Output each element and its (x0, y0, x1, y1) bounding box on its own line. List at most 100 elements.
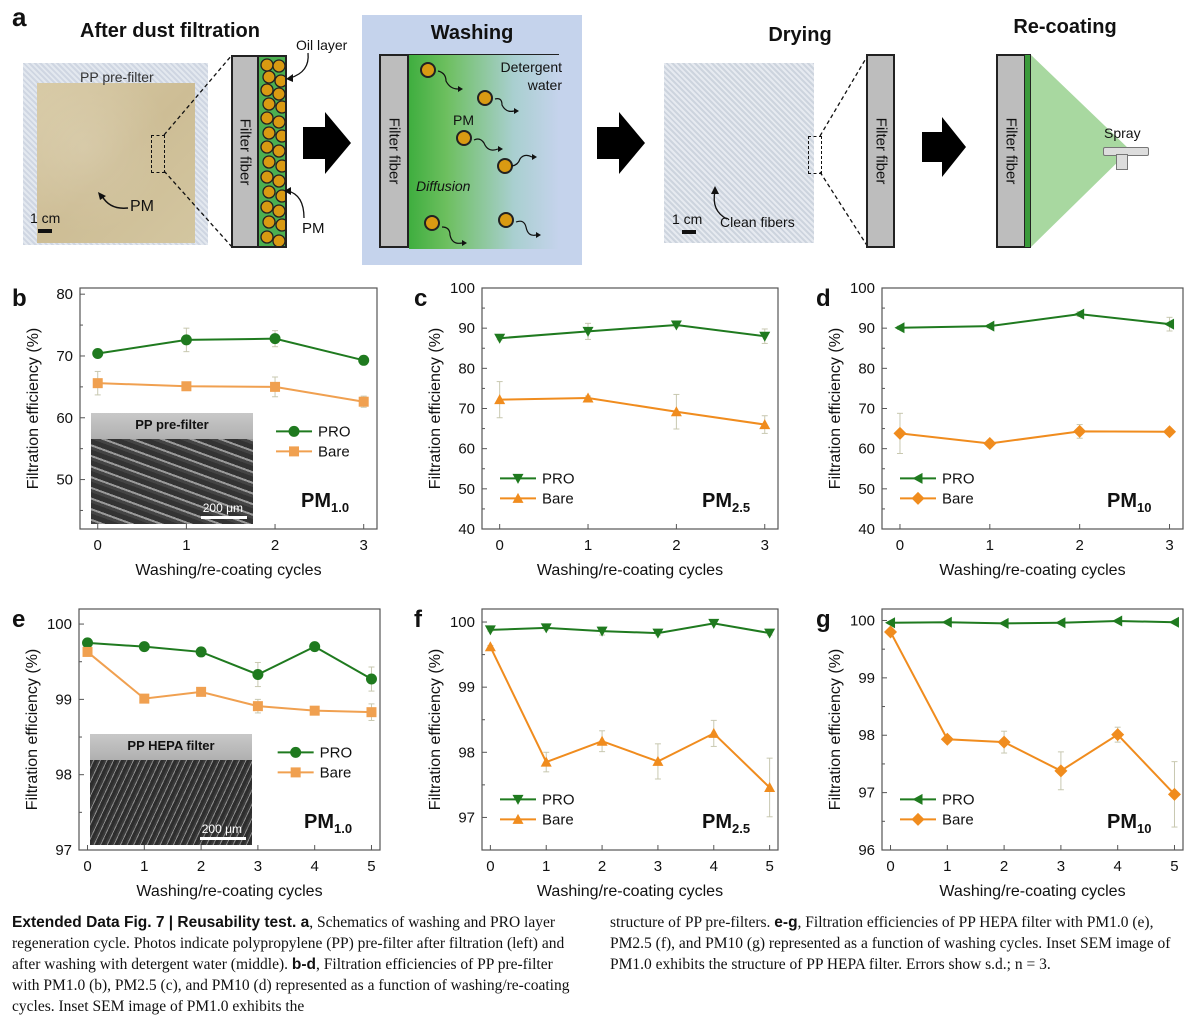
x-tick-label: 0 (886, 858, 894, 875)
legend-label-pro: PRO (320, 744, 353, 761)
data-point (1111, 728, 1125, 742)
legend-marker (512, 813, 524, 824)
data-point (670, 406, 682, 417)
pm-callout-arrow-icon (284, 187, 305, 219)
filter-fiber-3: Filter fiber (866, 54, 895, 248)
plot-frame-f (481, 608, 779, 851)
y-tick-label: 50 (458, 481, 475, 498)
caption-right: structure of PP pre-filters. e-g, Filtra… (610, 912, 1185, 975)
data-point (252, 669, 264, 681)
data-point (540, 623, 552, 634)
data-point (180, 334, 192, 346)
x-tick-label: 1 (986, 537, 994, 554)
data-point (884, 625, 898, 639)
x-tick-label: 5 (1170, 858, 1178, 875)
data-point (894, 322, 905, 334)
x-tick-label: 0 (94, 537, 102, 554)
chart-c: c 40 50 60 70 80 90 100 0 1 2 3 Washing/re-coating c… (414, 280, 779, 579)
x-axis-label: Washing/re-coating cycles (537, 883, 723, 900)
pm-particles-stack (260, 58, 285, 246)
legend: PRO Bare (277, 744, 353, 781)
caption-text: , Schematics of washing and PRO layer re… (12, 914, 565, 973)
y-axis-label: Filtration efficiency (%) (827, 328, 844, 490)
process-arrow-1-icon (303, 112, 351, 174)
y-tick-label: 90 (858, 320, 875, 337)
y-tick-label: 60 (458, 441, 475, 458)
pm-label-main: PM (1107, 811, 1137, 833)
y-tick-label: 99 (458, 679, 475, 696)
pm-label-main: PM (304, 811, 334, 833)
caption-bold: b-d (291, 956, 317, 973)
caption-bold: e-g (774, 914, 798, 931)
x-tick-label: 3 (761, 537, 769, 554)
data-point (983, 436, 997, 450)
x-tick-label: 4 (1114, 858, 1122, 875)
data-point (484, 641, 496, 652)
series-line (499, 397, 765, 426)
data-point (759, 331, 771, 342)
data-point (1112, 615, 1123, 627)
series-line (899, 430, 1170, 445)
pm-particle (456, 130, 472, 146)
data-point (596, 735, 608, 746)
legend-marker (290, 767, 301, 778)
data-point (984, 320, 995, 332)
data-point (1164, 318, 1175, 330)
oil-layer-with-pm (257, 55, 287, 248)
y-axis-label: Filtration efficiency (%) (427, 328, 444, 490)
pm-size-label: PM10 (1107, 490, 1151, 515)
panel-letter-b: b (12, 285, 27, 312)
y-tick-label: 100 (47, 616, 72, 633)
pm-particle (424, 215, 440, 231)
y-tick-label: 97 (55, 842, 72, 859)
legend-label-bare: Bare (542, 811, 574, 828)
legend-marker (912, 472, 923, 484)
legend-label-pro: PRO (318, 423, 351, 440)
y-tick-label: 90 (458, 320, 475, 337)
data-point (1168, 616, 1179, 628)
legend-label-pro: PRO (542, 470, 575, 487)
data-point (358, 354, 370, 366)
process-arrow-2-icon (597, 112, 645, 174)
data-point (540, 756, 552, 767)
photo-dirty-prefilter-frame (23, 63, 208, 245)
pm-label-subscript: 1.0 (334, 821, 352, 836)
data-point (82, 637, 94, 649)
oil-layer-arrow-icon (286, 52, 309, 82)
x-tick-label: 4 (311, 858, 319, 875)
data-point (582, 392, 594, 403)
y-tick-label: 70 (858, 401, 875, 418)
scale-bar (38, 229, 52, 233)
x-tick-label: 1 (584, 537, 592, 554)
data-point (1163, 425, 1177, 439)
panel-letter-c: c (414, 285, 427, 312)
pm-label-main: PM (702, 811, 732, 833)
y-tick-label: 60 (56, 410, 73, 427)
zoom-box (151, 135, 165, 173)
pm-curved-arrow-icon (98, 192, 129, 209)
spray-cone (1030, 54, 1130, 248)
legend-marker (289, 446, 300, 457)
series-line (489, 646, 771, 789)
legend-marker (288, 425, 300, 437)
x-tick-label: 3 (1057, 858, 1065, 875)
wash-pm-label: PM (453, 112, 474, 128)
pm-label-main: PM (301, 490, 331, 512)
legend-label-bare: Bare (318, 443, 350, 460)
series-line (499, 323, 765, 340)
series-bare (494, 381, 771, 434)
data-point (92, 348, 104, 360)
data-point (181, 381, 192, 392)
series-line (97, 337, 364, 362)
data-point (941, 616, 952, 628)
y-axis-label: Filtration efficiency (%) (427, 649, 444, 811)
pm-size-label: PM2.5 (702, 490, 750, 515)
data-point (596, 626, 608, 637)
x-tick-label: 2 (1075, 537, 1083, 554)
legend-marker (512, 473, 524, 484)
series-bare (92, 370, 369, 408)
legend: PRO Bare (500, 791, 575, 828)
series-pro (82, 637, 377, 692)
spray-label: Spray (1104, 125, 1141, 141)
pm-label-main: PM (702, 490, 732, 512)
